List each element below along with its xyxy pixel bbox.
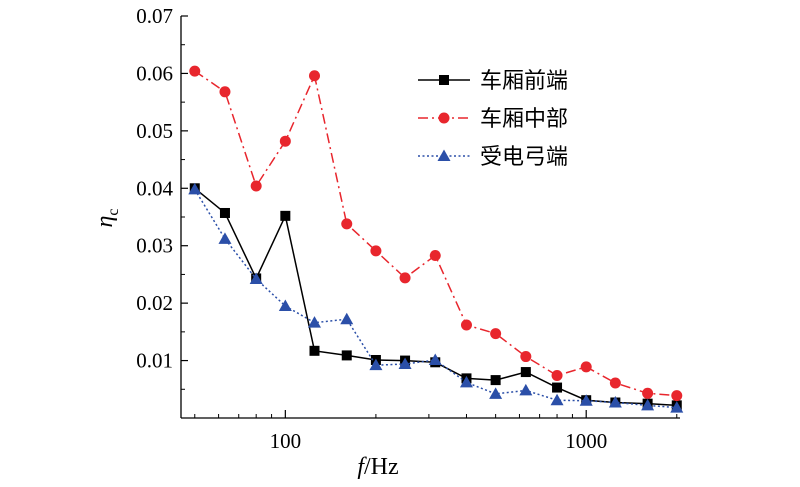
data-point: [550, 393, 564, 406]
data-point: [340, 312, 354, 325]
data-point: [369, 358, 383, 371]
data-point: [250, 180, 262, 192]
legend-marker: [438, 112, 450, 124]
data-point: [249, 272, 263, 285]
y-tick-label: 0.05: [136, 119, 173, 143]
data-point: [219, 207, 230, 218]
data-point: [460, 319, 472, 331]
y-tick-label: 0.01: [136, 349, 173, 373]
data-point: [428, 353, 442, 365]
y-tick-label: 0.02: [136, 291, 173, 315]
series-1: [189, 183, 682, 411]
data-point: [552, 382, 563, 393]
legend-label: 受电弓端: [480, 145, 568, 170]
y-tick-label: 0.06: [136, 61, 173, 85]
data-point: [307, 316, 321, 328]
data-point: [519, 383, 533, 396]
data-point: [370, 245, 382, 257]
data-point: [670, 401, 684, 413]
data-point: [580, 361, 592, 373]
data-point: [341, 218, 353, 230]
data-point: [490, 328, 502, 340]
data-point: [641, 398, 655, 411]
data-point: [308, 70, 320, 82]
data-point: [671, 390, 683, 402]
data-point: [520, 367, 531, 378]
y-tick-label: 0.04: [136, 176, 173, 200]
plot-area: [188, 65, 684, 413]
data-point: [459, 375, 473, 388]
data-point: [341, 350, 352, 361]
series-2: [189, 65, 683, 402]
series-line: [194, 189, 677, 409]
data-point: [398, 357, 412, 370]
data-point: [219, 86, 231, 98]
x-tick-label: 100: [270, 429, 302, 453]
series-3: [188, 182, 684, 413]
data-point: [188, 182, 202, 195]
legend-entry: 车厢中部: [418, 107, 568, 132]
data-point: [579, 394, 593, 406]
legend-entry: 车厢前端: [418, 69, 568, 94]
y-tick-label: 0.07: [136, 4, 173, 28]
data-point: [642, 387, 654, 399]
data-point: [218, 232, 232, 244]
y-tick-label: 0.03: [136, 234, 173, 258]
data-point: [489, 387, 503, 399]
data-point: [280, 210, 291, 221]
series-line: [194, 187, 677, 407]
x-axis-label: f/Hz: [357, 454, 398, 480]
data-point: [429, 249, 441, 261]
legend-marker: [439, 75, 449, 85]
data-point: [609, 377, 621, 389]
x-tick-label: 1000: [565, 429, 607, 453]
data-point: [551, 370, 563, 382]
data-point: [490, 375, 501, 386]
series-line: [194, 70, 677, 397]
y-axis-label: ηc: [92, 208, 122, 227]
data-point: [309, 345, 320, 356]
data-point: [279, 135, 291, 147]
data-point: [520, 351, 532, 363]
axes: 0.01 0.02 0.03 0.04 0.05 0.06 0.07 100 1000: [136, 4, 680, 453]
legend-label: 车厢前端: [480, 69, 568, 94]
data-point: [399, 272, 411, 284]
legend-marker: [437, 149, 451, 161]
data-point: [189, 65, 201, 77]
legend-label: 车厢中部: [480, 107, 568, 132]
data-point: [278, 299, 292, 312]
data-point: [608, 395, 622, 408]
legend-entry: 受电弓端: [418, 145, 568, 170]
